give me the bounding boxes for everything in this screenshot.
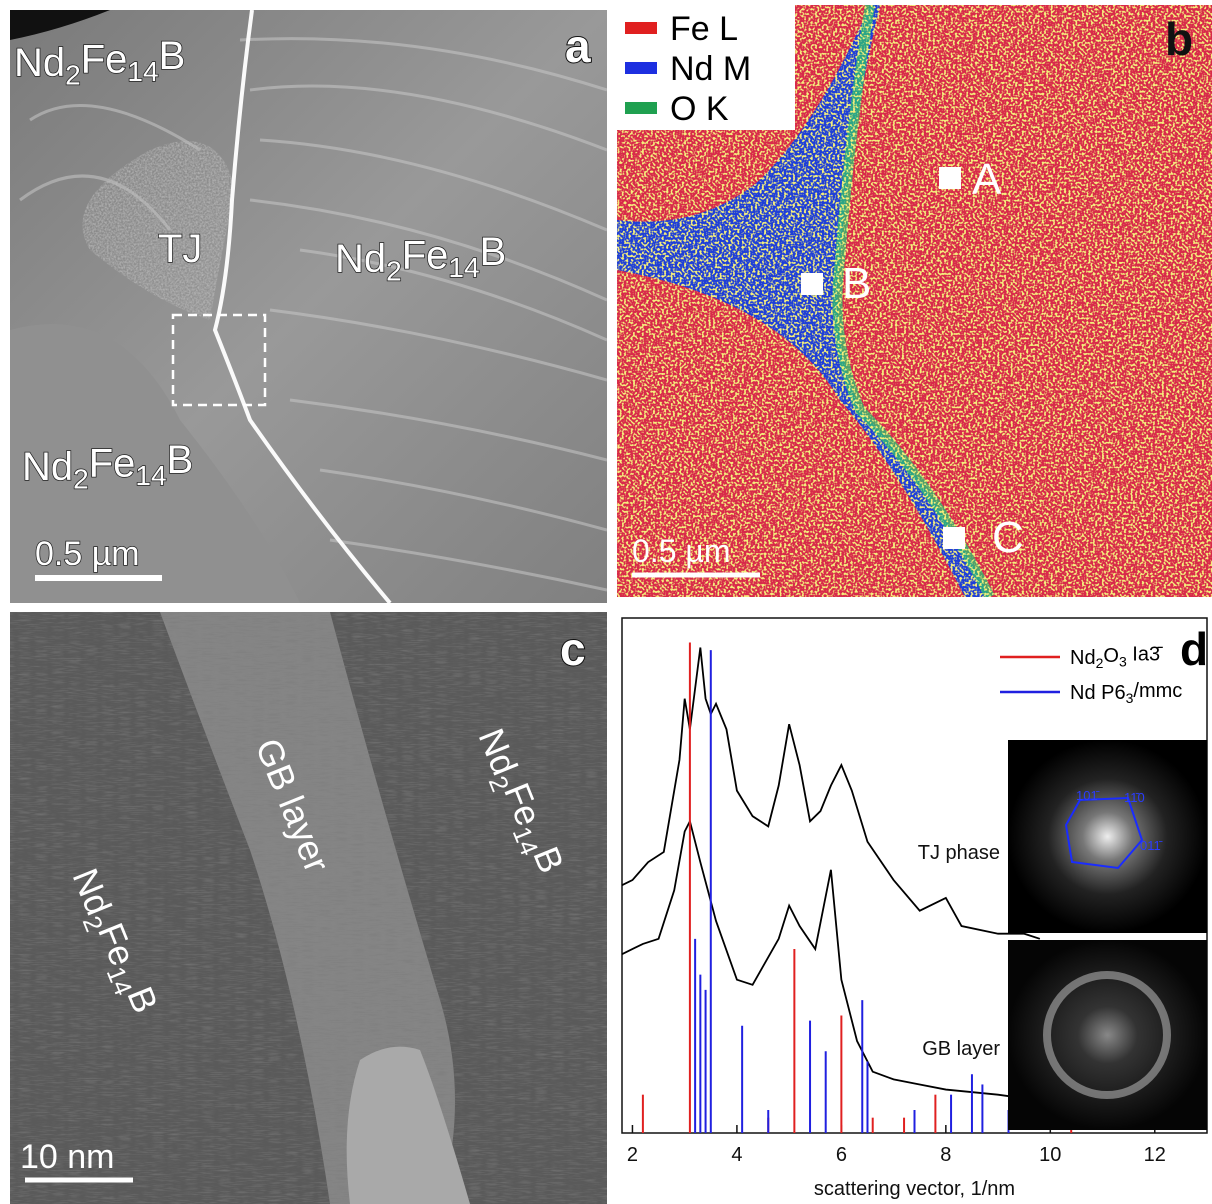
text-run: B [480, 230, 507, 274]
panel-letter: d [1180, 623, 1208, 675]
x-axis-label: scattering vector, 1/nm [814, 1178, 1015, 1200]
curve-label: TJ phase [918, 842, 1000, 864]
scale-label: 0.5 µm [632, 533, 730, 569]
text-run: 14 [135, 460, 166, 491]
tj-label: TJ [158, 227, 202, 271]
point-label: B [842, 259, 871, 308]
legend-label: Fe L [670, 10, 738, 48]
figure: Nd2Fe14B Nd2Fe14B Nd2Fe14B TJ a 0.5 µm F… [0, 0, 1212, 1204]
index-label: 11̄0 [1124, 790, 1145, 805]
index-label: 011̄ [1140, 838, 1163, 853]
x-tick-label: 10 [1039, 1144, 1061, 1166]
fft-inset [1008, 940, 1207, 1130]
point-marker [801, 273, 823, 295]
text-run: /mmc [1133, 680, 1182, 702]
legend-swatch [625, 102, 657, 114]
panel-letter: a [565, 20, 591, 72]
text-run: 14 [448, 252, 479, 283]
x-tick-label: 4 [731, 1144, 742, 1166]
point-label: A [972, 155, 1002, 204]
scale-label: 10 nm [20, 1138, 115, 1176]
text-run: Nd [1070, 647, 1096, 669]
text-run: 2 [65, 59, 81, 90]
point-marker [943, 527, 965, 549]
legend-swatch [625, 62, 657, 74]
panel-letter: b [1165, 13, 1193, 65]
legend-swatch [625, 22, 657, 34]
panel-c: GB layer Nd2Fe14B Nd2Fe14B c 10 nm [10, 612, 607, 1204]
text-run: Nd P6 [1070, 682, 1126, 704]
panel-b: Fe L Nd M O K b A B C 0.5 µm [617, 5, 1212, 597]
point-label: C [992, 513, 1024, 562]
curve-label: GB layer [922, 1038, 1000, 1060]
x-tick-label: 6 [836, 1144, 847, 1166]
index-label: 101̄ [1076, 788, 1100, 803]
text-run: Nd [14, 41, 65, 85]
text-run: 14 [127, 56, 158, 87]
text-run: 2 [73, 463, 89, 494]
text-run: Fe [402, 233, 449, 277]
legend-label: O K [670, 90, 729, 128]
legend-label: Nd M [670, 50, 751, 88]
fft-inset [1008, 740, 1207, 933]
text-run: B [167, 438, 194, 482]
text-run: 2 [1096, 655, 1104, 671]
scale-label: 0.5 µm [35, 535, 140, 573]
x-tick-label: 8 [940, 1144, 951, 1166]
x-tick-label: 12 [1144, 1144, 1166, 1166]
text-run: Nd [335, 237, 386, 281]
text-run: Ia3̄ [1127, 643, 1163, 665]
text-run: Nd [22, 445, 73, 489]
x-tick-label: 2 [627, 1144, 638, 1166]
text-run: O [1103, 645, 1119, 667]
panel-a: Nd2Fe14B Nd2Fe14B Nd2Fe14B TJ a 0.5 µm [10, 10, 607, 603]
panel-letter: c [560, 623, 586, 675]
text-run: 2 [386, 255, 402, 286]
text-run: 3 [1119, 653, 1127, 669]
text-run: B [159, 34, 186, 78]
text-run: Fe [81, 37, 128, 81]
text-run: Fe [89, 441, 136, 485]
text-run: 3 [1126, 690, 1134, 706]
point-marker [939, 167, 961, 189]
